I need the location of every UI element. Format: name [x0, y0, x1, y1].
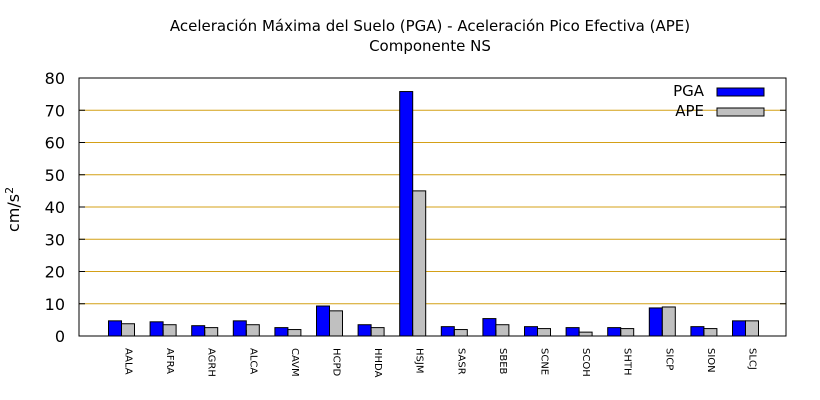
legend-swatch [716, 107, 765, 117]
bar-ape-alca [245, 324, 260, 337]
x-tick-label: AGRH [206, 348, 217, 377]
bar-ape-agrh [204, 327, 219, 337]
x-tick-label: AFRA [164, 348, 175, 374]
bar-ape-scoh [578, 331, 593, 337]
y-axis-label: cm/s2 [3, 187, 23, 232]
bar-pga-sion [690, 326, 705, 337]
bar-pga-scoh [565, 327, 580, 337]
bar-pga-afra [149, 321, 164, 337]
y-tick-label: 60 [45, 134, 65, 153]
x-tick-label: SHTH [622, 348, 633, 376]
y-tick-label: 10 [45, 295, 65, 314]
bar-pga-agrh [191, 325, 206, 337]
chart-title: Aceleración Máxima del Suelo (PGA) - Ace… [170, 17, 690, 35]
y-tick-label: 0 [55, 327, 65, 346]
x-tick-label: SASR [455, 348, 466, 375]
y-tick-label: 70 [45, 101, 65, 120]
bar-ape-sasr [453, 329, 468, 337]
x-axis: AALA AFRA AGRH ALCA CAVM HCPD HHDA HSJM SASR SBEB… [121, 330, 758, 378]
y-tick-label: 30 [45, 230, 65, 249]
legend-label: APE [675, 102, 704, 120]
x-tick-label: ALCA [247, 348, 258, 374]
bar-pga-sicp [648, 307, 663, 337]
bar-ape-sion [703, 328, 718, 337]
y-tick-label: 40 [45, 198, 65, 217]
bar-pga-cavm [274, 327, 289, 337]
bar-ape-hsjm [412, 190, 427, 337]
bar-ape-aala [121, 323, 135, 337]
bar-pga-hhda [357, 324, 372, 337]
y-axis: 0 10 20 30 40 50 60 70 80 [45, 69, 786, 346]
bar-pga-scne [524, 326, 538, 337]
bar-ape-scne [537, 328, 551, 337]
bar-ape-shth [620, 328, 635, 337]
bar-pga-sbeb [482, 318, 497, 337]
y-tick-label: 50 [45, 166, 65, 185]
x-tick-label: SION [705, 348, 716, 373]
y-tick-label: 20 [45, 263, 65, 282]
legend: PGA APE [673, 82, 765, 120]
bar-ape-sicp [661, 306, 676, 337]
bar-ape-sbeb [495, 324, 510, 337]
x-tick-label: HHDA [372, 348, 383, 378]
legend-swatch [716, 87, 765, 97]
x-tick-label: SLCJ [747, 348, 758, 370]
bar-pga-hcpd [316, 305, 330, 337]
bar-ape-slcj [745, 320, 759, 337]
bar-pga-alca [232, 320, 247, 337]
x-tick-label: SCNE [539, 348, 550, 375]
grid [79, 109, 786, 305]
bar-ape-cavm [287, 329, 302, 337]
x-tick-label: SCOH [580, 348, 591, 377]
x-tick-label: SBEB [497, 348, 508, 375]
bar-pga-slcj [732, 320, 746, 337]
x-tick-label: HCPD [331, 348, 342, 377]
x-tick-label: SICP [663, 348, 674, 370]
x-tick-label: CAVM [289, 348, 300, 377]
bar-pga-aala [108, 320, 122, 337]
legend-label: PGA [673, 82, 705, 100]
x-tick-label: HSJM [414, 348, 425, 373]
bar-ape-afra [162, 324, 177, 337]
bar-pga-shth [607, 327, 622, 337]
chart-subtitle: Componente NS [369, 37, 491, 55]
bars [108, 91, 759, 337]
bar-ape-hhda [370, 327, 385, 337]
y-tick-label: 80 [45, 69, 65, 88]
bar-ape-hcpd [329, 310, 343, 337]
x-tick-label: AALA [123, 348, 134, 375]
bar-pga-hsjm [399, 91, 414, 337]
bar-pga-sasr [440, 326, 455, 337]
